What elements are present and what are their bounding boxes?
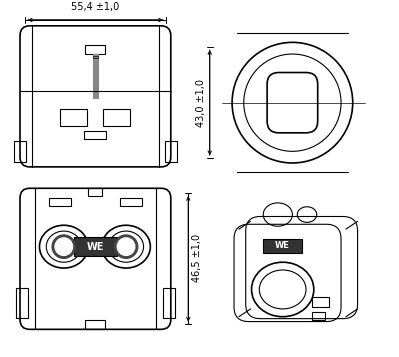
Bar <box>84 131 106 139</box>
Bar <box>14 141 26 162</box>
Bar <box>85 320 105 330</box>
Text: 43,0 ±1,0: 43,0 ±1,0 <box>196 79 206 127</box>
Bar <box>312 297 329 307</box>
Bar <box>103 109 130 126</box>
Circle shape <box>115 235 138 258</box>
Bar <box>93 56 98 58</box>
Bar <box>93 54 98 98</box>
Bar <box>163 288 175 318</box>
Bar <box>88 188 102 196</box>
Text: 46,5 ±1,0: 46,5 ±1,0 <box>192 234 202 282</box>
Bar <box>312 312 326 320</box>
Circle shape <box>117 238 135 255</box>
Bar <box>263 239 302 253</box>
Bar <box>16 288 28 318</box>
Text: 55,4 ±1,0: 55,4 ±1,0 <box>71 2 119 12</box>
Bar <box>165 141 177 162</box>
Bar <box>60 109 87 126</box>
Text: WE: WE <box>86 242 104 252</box>
Text: WE: WE <box>275 241 290 250</box>
Bar <box>85 45 105 54</box>
Circle shape <box>55 238 73 255</box>
Bar <box>49 198 71 206</box>
Circle shape <box>52 235 75 258</box>
Bar <box>73 237 117 256</box>
Bar <box>120 198 142 206</box>
